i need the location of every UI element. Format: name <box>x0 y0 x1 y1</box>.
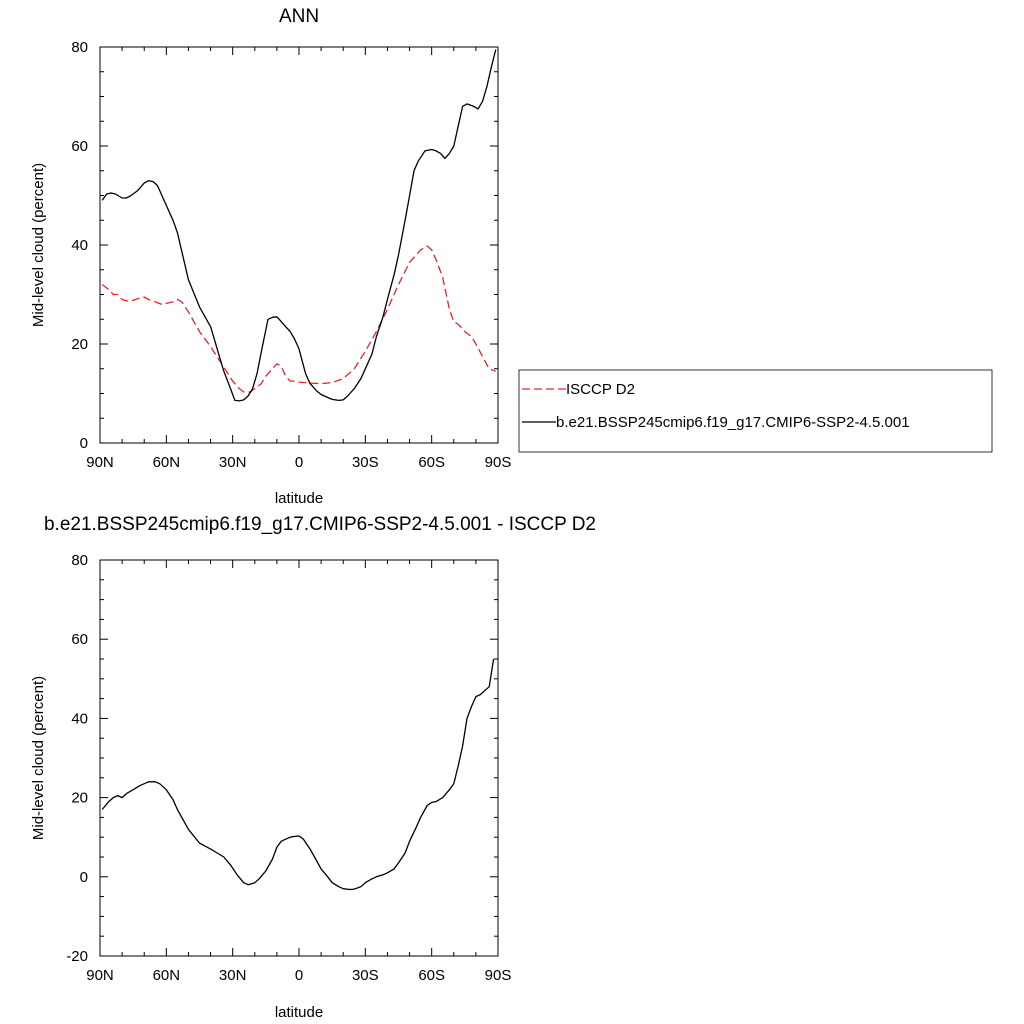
top-x-tick-label: 0 <box>295 454 303 471</box>
top-x-axis-title: latitude <box>275 490 323 507</box>
top-y-tick-labels: 0 20 40 60 80 <box>71 39 88 452</box>
bottom-y-tick-label: 60 <box>71 631 88 648</box>
top-x-tick-label: 90N <box>86 454 114 471</box>
top-plot-frame <box>99 46 499 444</box>
bottom-plot-frame <box>99 559 499 957</box>
bottom-series <box>101 658 495 891</box>
bottom-x-tick-labels: 90N 60N 30N 0 30S 60S 90S <box>86 967 511 984</box>
top-x-tick-label: 60N <box>153 454 181 471</box>
top-y-tick-label: 80 <box>71 39 88 56</box>
top-x-tick-label: 30S <box>352 454 379 471</box>
bottom-ticks <box>99 559 499 957</box>
top-x-tick-label: 60S <box>418 454 445 471</box>
top-panel: ANN 0 20 40 60 80 90N 60N 30N 0 30S 60S 90S latitu… <box>30 6 511 507</box>
bottom-x-tick-label: 30S <box>352 967 379 984</box>
bottom-x-tick-label: 30N <box>219 967 247 984</box>
top-y-tick-label: 20 <box>71 336 88 353</box>
top-y-tick-label: 0 <box>80 435 88 452</box>
bottom-y-tick-label: 80 <box>71 552 88 569</box>
bottom-y-tick-label: 20 <box>71 790 88 807</box>
legend-box <box>518 369 993 453</box>
top-x-tick-label: 90S <box>485 454 512 471</box>
bottom-x-axis-title: latitude <box>275 1004 323 1021</box>
legend-label-isccp: ISCCP D2 <box>566 381 635 398</box>
legend-label-model: b.e21.BSSP245cmip6.f19_g17.CMIP6-SSP2-4.… <box>556 414 910 431</box>
top-y-tick-label: 60 <box>71 138 88 155</box>
top-series-line-model <box>101 49 497 402</box>
legend: ISCCP D2 b.e21.BSSP245cmip6.f19_g17.CMIP… <box>518 369 993 453</box>
top-chart-title: ANN <box>279 6 319 27</box>
top-ticks <box>99 46 499 444</box>
bottom-y-tick-labels: -20 0 20 40 60 80 <box>66 552 88 965</box>
bottom-y-tick-label: 40 <box>71 710 88 727</box>
top-x-tick-labels: 90N 60N 30N 0 30S 60S 90S <box>86 454 511 471</box>
top-x-tick-label: 30N <box>219 454 247 471</box>
top-y-tick-label: 40 <box>71 237 88 254</box>
bottom-x-tick-label: 0 <box>295 967 303 984</box>
top-y-axis-title: Mid-level cloud (percent) <box>30 163 47 327</box>
top-series <box>101 49 497 402</box>
bottom-y-tick-label: 0 <box>80 869 88 886</box>
bottom-y-tick-label: -20 <box>66 948 88 965</box>
bottom-x-tick-label: 60S <box>418 967 445 984</box>
bottom-series-line-difference <box>101 658 495 891</box>
bottom-x-tick-label: 90S <box>485 967 512 984</box>
bottom-x-tick-label: 90N <box>86 967 114 984</box>
top-series-line-isccp <box>101 245 497 393</box>
bottom-y-axis-title: Mid-level cloud (percent) <box>30 676 47 840</box>
bottom-panel: b.e21.BSSP245cmip6.f19_g17.CMIP6-SSP2-4.… <box>30 514 596 1021</box>
bottom-chart-title: b.e21.BSSP245cmip6.f19_g17.CMIP6-SSP2-4.… <box>44 514 596 535</box>
bottom-x-tick-label: 60N <box>153 967 181 984</box>
